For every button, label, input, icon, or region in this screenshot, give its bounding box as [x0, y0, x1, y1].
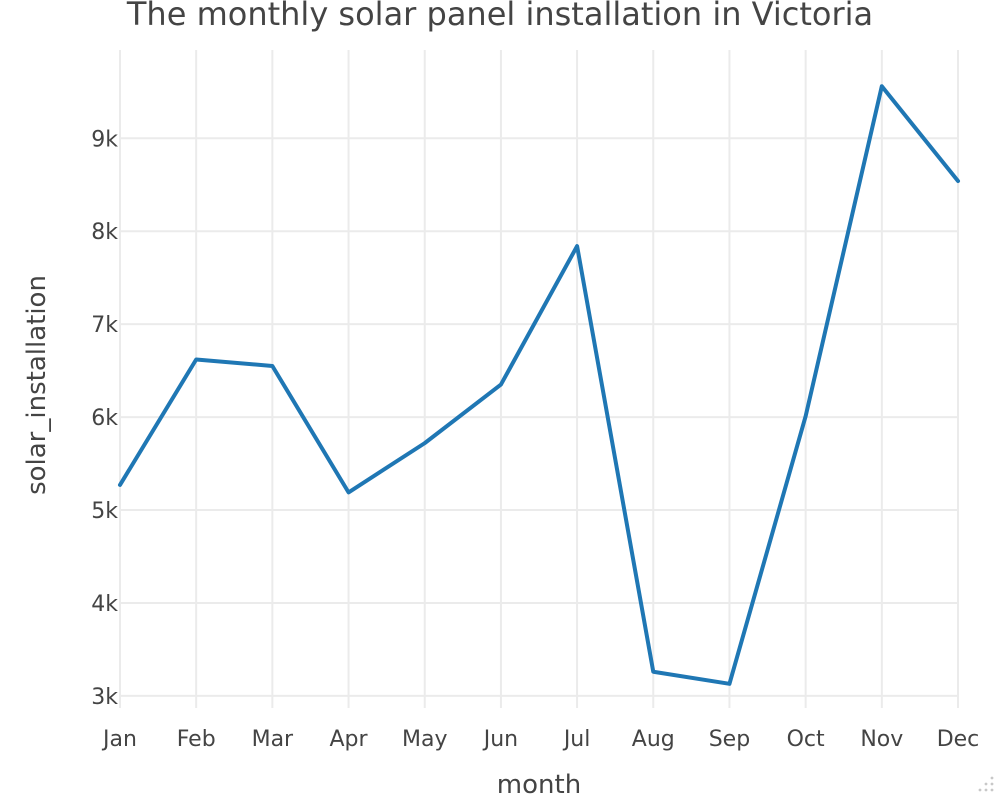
axis-layer: Jan Feb Mar Apr May Jun Jul Aug Sep Oct Nov Dec 3k 4k… — [91, 127, 979, 752]
data-point — [955, 178, 961, 184]
y-tick-label: 6k — [91, 406, 118, 431]
resize-dot — [978, 788, 982, 792]
data-point — [117, 482, 123, 488]
x-tick-label: Dec — [937, 727, 980, 752]
grid-layer — [119, 50, 959, 708]
data-point — [193, 356, 199, 362]
y-tick-label: 4k — [91, 592, 118, 617]
data-point — [498, 382, 504, 388]
data-point — [650, 669, 656, 675]
resize-dot — [990, 776, 994, 780]
x-tick-label: Jul — [562, 727, 591, 752]
y-tick-label: 7k — [91, 313, 118, 338]
series-line — [118, 84, 960, 686]
data-point — [269, 363, 275, 369]
x-tick-label: May — [402, 727, 447, 752]
y-axis-title: solar_installation — [22, 275, 52, 495]
x-tick-label: Mar — [252, 727, 294, 752]
x-tick-label: Jun — [482, 727, 518, 752]
data-point — [346, 489, 352, 495]
y-tick-label: 9k — [91, 127, 118, 152]
x-axis-title: month — [497, 770, 581, 796]
x-tick-label: Sep — [709, 727, 750, 752]
x-tick-label: Oct — [787, 727, 825, 752]
data-point — [803, 413, 809, 419]
resize-dot — [984, 782, 988, 786]
x-tick-label: Feb — [177, 727, 216, 752]
resize-handle[interactable] — [978, 776, 994, 792]
x-tick-label: Jan — [101, 727, 137, 752]
x-tick-label: Apr — [330, 727, 369, 752]
y-tick-label: 5k — [91, 499, 118, 524]
x-tick-label: Nov — [860, 727, 903, 752]
y-tick-label: 8k — [91, 220, 118, 245]
series-layer — [117, 83, 961, 687]
x-tick-label: Aug — [632, 727, 675, 752]
y-tick-label: 3k — [91, 685, 118, 710]
data-point — [879, 83, 885, 89]
data-point — [574, 243, 580, 249]
data-point — [422, 440, 428, 446]
resize-dot — [984, 788, 988, 792]
resize-dot — [990, 788, 994, 792]
resize-dot — [990, 782, 994, 786]
chart-title: The monthly solar panel installation in … — [126, 0, 873, 33]
data-point — [726, 681, 732, 687]
